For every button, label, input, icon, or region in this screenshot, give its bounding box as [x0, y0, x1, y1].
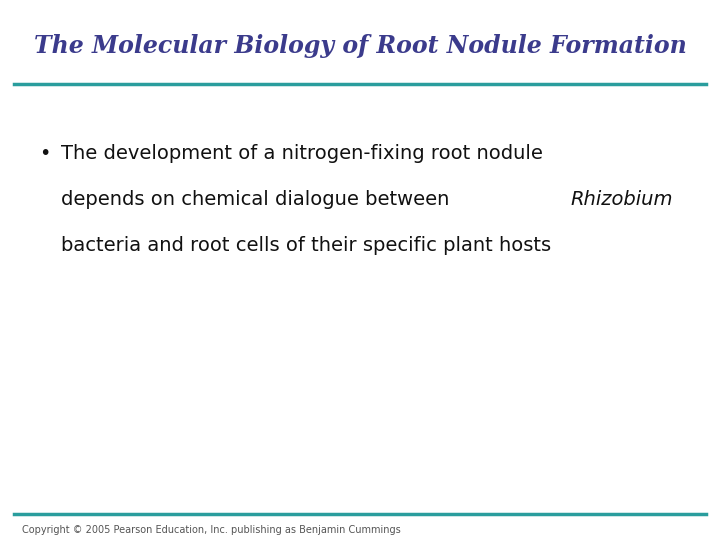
Text: The Molecular Biology of Root Nodule Formation: The Molecular Biology of Root Nodule For…: [34, 34, 686, 58]
Text: Rhizobium: Rhizobium: [570, 190, 673, 210]
Text: bacteria and root cells of their specific plant hosts: bacteria and root cells of their specifi…: [61, 236, 552, 255]
Text: •: •: [40, 144, 51, 164]
Text: Copyright © 2005 Pearson Education, Inc. publishing as Benjamin Cummings: Copyright © 2005 Pearson Education, Inc.…: [22, 525, 400, 535]
Text: depends on chemical dialogue between: depends on chemical dialogue between: [61, 190, 456, 210]
Text: The development of a nitrogen-fixing root nodule: The development of a nitrogen-fixing roo…: [61, 144, 543, 164]
